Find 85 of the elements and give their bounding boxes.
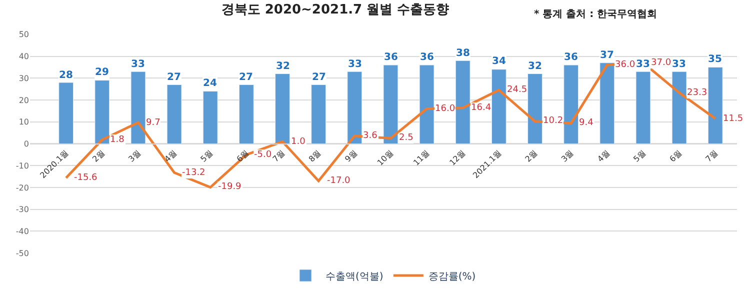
data-label: 33 [672, 59, 686, 70]
data-label: 36.0 [615, 60, 636, 70]
bar [600, 62, 615, 144]
x-tick-label: 2월 [90, 148, 106, 164]
bar [58, 82, 74, 144]
x-tick-label: 4월 [162, 148, 179, 164]
y-tick-label: 30 [18, 74, 29, 83]
data-label: 32 [528, 61, 542, 72]
x-tick-label: 9월 [343, 148, 359, 164]
data-label: 9.4 [579, 118, 594, 128]
data-label: -5.0 [254, 150, 272, 160]
data-label: -19.9 [218, 182, 242, 192]
data-label: 28 [59, 70, 73, 81]
bar [166, 84, 182, 144]
data-label: 1.0 [291, 137, 306, 147]
data-label: 37 [600, 50, 614, 61]
bar [455, 60, 470, 144]
data-label: 16.0 [435, 104, 456, 114]
data-label: -13.2 [182, 168, 206, 178]
y-tick-label: 10 [18, 118, 29, 127]
text: * 통계 출처 : 한국무역협회 [534, 9, 658, 20]
data-label: 11.5 [723, 114, 744, 124]
data-label: 23.3 [687, 88, 708, 98]
y-tick-label: -40 [16, 227, 29, 236]
y-tick-label: 20 [18, 96, 29, 105]
data-label: 32 [276, 61, 290, 72]
data-label: 29 [95, 67, 109, 78]
data-label: 24.5 [507, 85, 528, 95]
legend-label: 증감률(%) [428, 271, 476, 282]
y-tick-label: 0 [24, 140, 29, 149]
x-tick-label: 8월 [307, 148, 323, 164]
bar [130, 71, 146, 144]
x-tick-label: 3월 [560, 148, 576, 164]
data-label: 33 [131, 59, 145, 70]
data-label: 9.7 [146, 118, 160, 128]
bar [528, 74, 542, 144]
x-tick-label: 5월 [632, 148, 648, 164]
x-tick-label: 5월 [198, 148, 215, 164]
data-label: 10.2 [543, 116, 564, 126]
data-label: 35 [708, 54, 722, 65]
data-label: -17.0 [327, 176, 351, 186]
y-tick-label: -10 [16, 161, 29, 170]
data-label: 24 [203, 78, 217, 89]
bar [275, 74, 290, 144]
data-label: 37.0 [651, 58, 672, 68]
data-label: 27 [167, 72, 181, 83]
chart-title: 경북도 2020~2021.7 월별 수출동향 [221, 2, 450, 18]
x-tick-label: 6월 [668, 148, 684, 164]
x-tick-label: 7월 [704, 148, 720, 164]
bar [491, 69, 506, 144]
bar [202, 91, 218, 144]
x-tick-label: 7월 [271, 148, 287, 164]
data-label: 36 [420, 52, 434, 63]
y-tick-label: 40 [18, 52, 29, 62]
bar [238, 84, 254, 144]
data-label: 36 [564, 52, 578, 63]
y-tick-label: -50 [16, 248, 29, 258]
x-tick-label: 2월 [524, 148, 540, 164]
data-label: 33 [348, 59, 362, 70]
data-label: 16.4 [471, 103, 492, 113]
bar [419, 64, 434, 144]
y-tick-label: -20 [16, 183, 29, 192]
data-label: 27 [239, 72, 253, 83]
bar [383, 64, 398, 144]
data-label: 33 [636, 59, 650, 70]
bar [311, 84, 326, 144]
data-label: 38 [456, 48, 470, 59]
data-label: 2.5 [399, 133, 414, 143]
bar [94, 80, 110, 144]
legend-label: 수출액(억불) [326, 271, 384, 282]
data-label: 3.6 [363, 131, 378, 141]
data-label: 36 [384, 52, 398, 63]
bar [347, 71, 362, 144]
x-tick-label: 3월 [126, 148, 142, 164]
y-tick-label: 50 [18, 30, 29, 40]
y-tick-label: -30 [16, 205, 29, 214]
x-tick-label: 6월 [235, 148, 251, 164]
bar [708, 66, 723, 144]
bar [564, 64, 579, 144]
bar [672, 71, 687, 144]
data-label: -15.6 [74, 173, 98, 183]
x-tick-label: 4월 [596, 148, 612, 164]
data-label: 27 [312, 72, 326, 83]
data-label: 1.8 [110, 135, 125, 145]
data-label: 34 [492, 56, 506, 67]
